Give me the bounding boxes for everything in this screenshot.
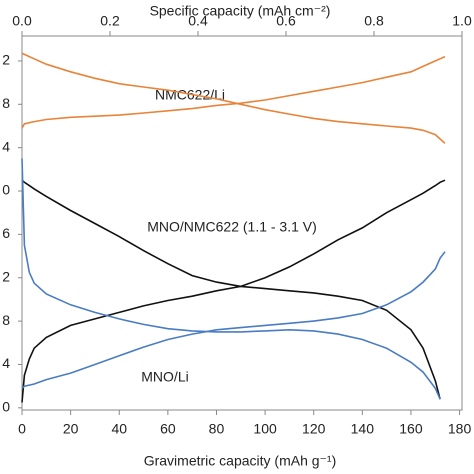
- plot-frame: [21, 35, 463, 411]
- x-axis-label: Gravimetric capacity (mAh g⁻¹): [144, 453, 337, 469]
- x-tick-label: 20: [63, 421, 79, 437]
- x-tick-label: 40: [111, 421, 127, 437]
- x2-tick-label: 0.0: [12, 13, 32, 29]
- data-line: [21, 158, 441, 400]
- y-tick-label: 2: [2, 268, 10, 284]
- x-tick-label: 180: [448, 421, 472, 437]
- y-tick-label: 8: [2, 95, 10, 111]
- data-line: [21, 179, 446, 403]
- x2-tick-label: 0.2: [100, 13, 120, 29]
- x2-tick-label: 0.6: [276, 13, 296, 29]
- x2-tick-label: 1.0: [452, 13, 472, 29]
- x2-axis-label: Specific capacity (mAh cm⁻²): [150, 3, 331, 19]
- data-line: [21, 52, 446, 144]
- data-line: [21, 179, 441, 400]
- x-tick-label: 80: [209, 421, 225, 437]
- x-tick-label: 0: [18, 421, 26, 437]
- data-line: [21, 55, 446, 129]
- y-tick-label: 4: [2, 138, 10, 154]
- annotation: MNO/Li: [141, 369, 188, 385]
- x-tick-label: 120: [302, 421, 326, 437]
- y-tick-label: 6: [2, 225, 10, 241]
- y-tick-label: 0: [2, 182, 10, 198]
- data-line: [21, 251, 446, 389]
- annotation: MNO/NMC622 (1.1 - 3.1 V): [147, 219, 317, 235]
- y-tick-label: 8: [2, 312, 10, 328]
- x-tick-label: 60: [160, 421, 176, 437]
- x-tick-label: 100: [253, 421, 277, 437]
- x-tick-label: 140: [351, 421, 375, 437]
- y-tick-label: 4: [2, 355, 10, 371]
- x2-tick-label: 0.4: [188, 13, 208, 29]
- y-tick-label: 2: [2, 52, 10, 68]
- y-tick-label: 0: [2, 399, 10, 415]
- x-tick-label: 160: [399, 421, 423, 437]
- x2-tick-label: 0.8: [364, 13, 384, 29]
